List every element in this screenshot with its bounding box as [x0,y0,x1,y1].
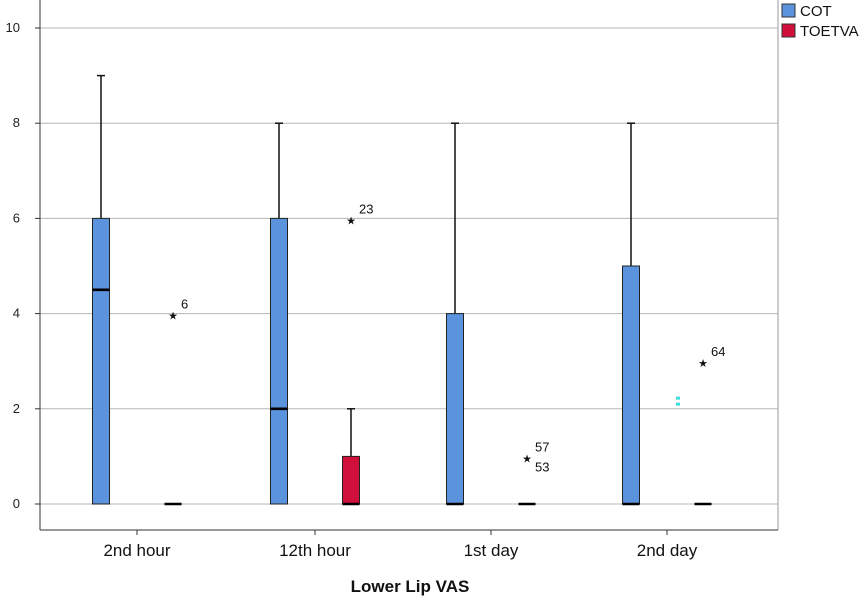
x-tick-label: 12th hour [279,541,351,560]
box-body-cot [270,217,288,505]
outlier-label: 57 [535,439,549,454]
y-tick-layer: 0 2 4 6 8 10 [6,20,40,511]
outlier-label: 23 [359,201,373,216]
outlier-star-marker: ★ [698,358,708,370]
x-tick-label: 2nd day [637,541,698,560]
box-cot-0 [92,74,110,505]
y-tick-label: 4 [13,306,20,321]
outlier-label: 6 [181,297,188,312]
y-tick-label: 10 [6,20,20,35]
outlier-star-marker: ★ [168,311,178,323]
y-tick-label: 0 [13,496,20,511]
box-cot-2 [446,122,464,506]
y-tick-label: 6 [13,210,20,225]
outlier-star-marker: ★ [346,215,356,227]
outlier-label: 64 [711,344,725,359]
box-body-cot [92,217,110,505]
y-tick-label: 8 [13,115,20,130]
legend-swatch-toetva [781,23,796,38]
box-cot-3 [622,122,640,506]
outlier-label-secondary: 53 [535,459,549,474]
legend-swatch-cot [781,3,796,18]
x-tick-layer: 2nd hour 12th hour 1st day 2nd day [103,530,698,560]
cyan-mark-upper [676,396,680,400]
grid-layer [40,0,779,530]
legend-label-cot: COT [800,3,832,20]
legend: COT TOETVA [781,3,859,40]
box-cot-1 [270,122,288,505]
box-body-cot [622,265,640,505]
cyan-mark-lower [676,402,680,406]
box-layer [92,74,712,506]
box-body-cot [446,313,464,505]
x-tick-label: 2nd hour [103,541,170,560]
x-tick-label: 1st day [464,541,519,560]
legend-label-toetva: TOETVA [800,23,859,40]
box-body-toetva [342,455,360,505]
outlier-star-marker: ★ [522,453,532,465]
x-axis-title: Lower Lip VAS [351,577,470,596]
y-tick-label: 2 [13,401,20,416]
box-toetva-1 [342,408,360,506]
